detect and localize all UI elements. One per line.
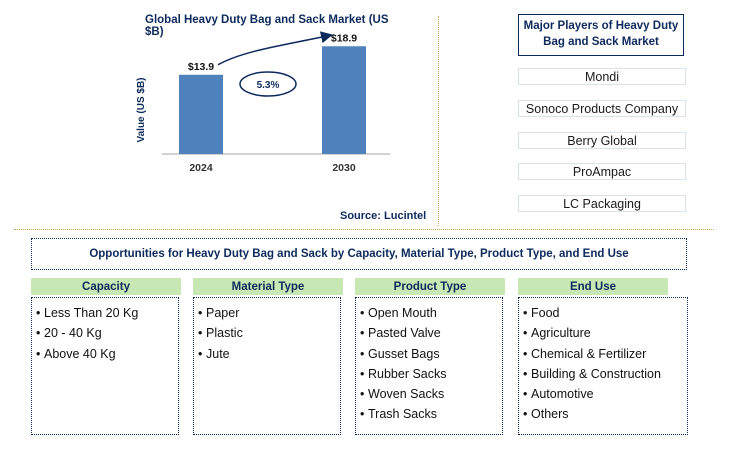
list-item-label: Jute xyxy=(206,346,230,361)
player-item: ProAmpac xyxy=(518,163,686,180)
bar xyxy=(179,74,223,154)
list-item-label: Building & Construction xyxy=(531,366,661,381)
list-item: • Others xyxy=(523,407,569,422)
list-item-label: Plastic xyxy=(206,326,243,341)
end-use-list: • Food • Agriculture • Chemical & Fertilize… xyxy=(518,297,688,435)
list-item-label: Less Than 20 Kg xyxy=(44,306,139,320)
x-tick-label: 2024 xyxy=(189,162,213,174)
players-header: Major Players of Heavy Duty Bag and Sack… xyxy=(518,14,684,56)
list-item: • Automotive xyxy=(523,387,594,402)
chart-title: Global Heavy Duty Bag and Sack Market (U… xyxy=(145,14,389,38)
end-use-header: End Use xyxy=(518,278,668,295)
list-item: • Agriculture xyxy=(523,326,591,341)
bar-chart: Value (US $B) $13.9 2024 $18.9 2030 5.3% xyxy=(136,31,390,174)
list-item-label: Paper xyxy=(206,306,240,320)
list-item: • Trash Sacks xyxy=(360,407,438,422)
player-item: LC Packaging xyxy=(518,195,686,212)
capacity-header: Capacity xyxy=(31,278,181,295)
list-item-label: Automotive xyxy=(531,387,594,402)
list-item: • Plastic xyxy=(198,326,243,341)
list-item-label: Woven Sacks xyxy=(368,387,445,402)
horizontal-divider xyxy=(14,229,714,230)
list-item: • Food xyxy=(523,306,560,320)
list-item: • Above 40 Kg xyxy=(36,346,116,361)
opportunities-banner: Opportunities for Heavy Duty Bag and Sac… xyxy=(31,238,687,270)
player-item: Sonoco Products Company xyxy=(518,100,686,117)
list-item-label: Pasted Valve xyxy=(368,326,441,341)
list-item-label: 20 - 40 Kg xyxy=(44,326,102,341)
list-item: • Gusset Bags xyxy=(360,346,440,361)
list-item-label: Trash Sacks xyxy=(368,407,438,422)
list-item-label: Others xyxy=(531,407,569,422)
cagr-ellipse xyxy=(239,71,297,97)
list-item: • Pasted Valve xyxy=(360,326,441,341)
list-item: • Woven Sacks xyxy=(360,387,445,402)
vertical-divider xyxy=(438,16,439,226)
list-item: • 20 - 40 Kg xyxy=(36,326,102,341)
list-item-label: Above 40 Kg xyxy=(44,346,116,361)
list-item-label: Agriculture xyxy=(531,326,591,341)
list-item: • Less Than 20 Kg xyxy=(36,306,139,320)
list-item-label: Rubber Sacks xyxy=(368,366,447,381)
player-item: Berry Global xyxy=(518,132,686,149)
material-type-list: • Paper • Plastic • Jute xyxy=(193,297,341,435)
cagr-label: 5.3% xyxy=(257,80,280,91)
product-type-header: Product Type xyxy=(355,278,505,295)
x-tick-label: 2030 xyxy=(332,162,356,174)
list-item-label: Gusset Bags xyxy=(368,346,440,361)
material-type-header: Material Type xyxy=(193,278,343,295)
player-item: Mondi xyxy=(518,68,686,85)
list-item: • Rubber Sacks xyxy=(360,366,447,381)
source-label: Source: Lucintel xyxy=(340,210,427,222)
data-label: $13.9 xyxy=(188,61,214,73)
data-label: $18.9 xyxy=(331,32,357,44)
bar xyxy=(322,46,366,154)
list-item-label: Food xyxy=(531,306,560,320)
growth-arrow xyxy=(217,31,333,66)
list-item: • Open Mouth xyxy=(360,306,437,320)
product-type-list: • Open Mouth • Pasted Valve • Gusset Bags •… xyxy=(355,297,503,435)
capacity-list: • Less Than 20 Kg • 20 - 40 Kg • Above 40 K… xyxy=(31,297,179,435)
list-item-label: Open Mouth xyxy=(368,306,437,320)
list-item: • Building & Construction xyxy=(523,366,661,381)
list-item-label: Chemical & Fertilizer xyxy=(531,346,647,361)
list-item: • Paper xyxy=(198,306,240,320)
y-axis-label: Value (US $B) xyxy=(136,77,147,142)
list-item: • Chemical & Fertilizer xyxy=(523,346,647,361)
list-item: • Jute xyxy=(198,346,230,361)
